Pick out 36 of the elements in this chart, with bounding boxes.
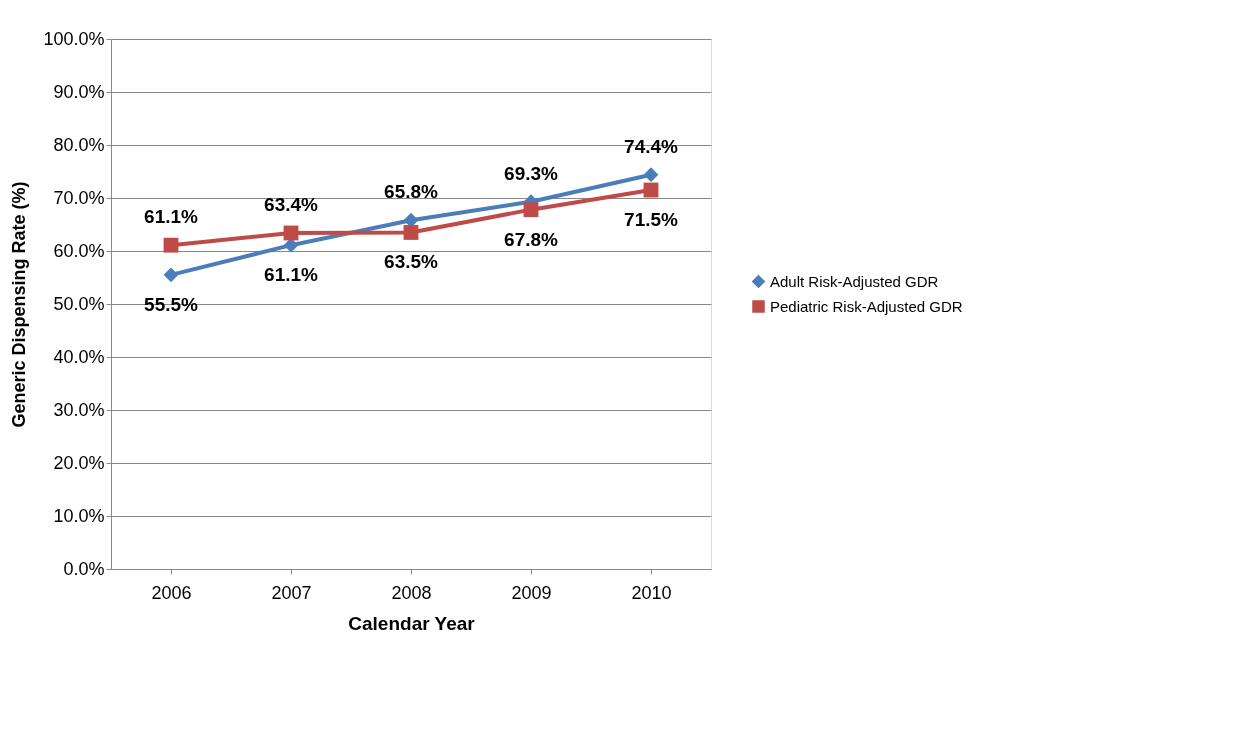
data-label: 65.8% (384, 181, 439, 203)
data-label: 74.4% (624, 135, 679, 157)
y-tick-label: 50.0% (53, 293, 105, 314)
y-tick-label: 80.0% (53, 134, 105, 155)
point (163, 267, 179, 283)
point (643, 167, 659, 183)
y-tick-label: 10.0% (53, 505, 105, 526)
legend-label: Adult Risk-Adjusted GDR (770, 272, 939, 290)
y-tick-label: 20.0% (53, 452, 105, 473)
x-tick-label: 2007 (271, 582, 312, 603)
y-tick-label: 100.0% (43, 28, 105, 49)
legend-label: Pediatric Risk-Adjusted GDR (770, 297, 963, 315)
y-tick-label: 30.0% (53, 399, 105, 420)
data-label: 71.5% (624, 209, 679, 231)
y-tick-label: 90.0% (53, 81, 105, 102)
x-axis-title: Calendar Year (348, 612, 476, 634)
x-tick-label: 2009 (511, 582, 552, 603)
x-tick-label: 2006 (151, 582, 192, 603)
data-label: 61.1% (144, 206, 199, 228)
y-tick-label: 60.0% (53, 240, 105, 261)
x-tick-label: 2010 (631, 582, 672, 603)
point (403, 225, 419, 240)
y-tick-label: 40.0% (53, 346, 105, 367)
point (163, 237, 179, 253)
data-label: 55.5% (144, 293, 199, 315)
data-label: 67.8% (504, 228, 559, 250)
data-label: 69.3% (504, 162, 559, 184)
y-tick-label: 70.0% (53, 187, 105, 208)
data-label: 61.1% (264, 264, 319, 286)
data-label: 63.4% (264, 193, 319, 215)
point (523, 202, 539, 218)
point (403, 212, 419, 228)
y-axis-title: Generic Dispensing Rate (%) (9, 181, 30, 428)
y-tick-label: 0.0% (63, 558, 105, 579)
data-label: 63.5% (384, 251, 439, 273)
x-tick-label: 2008 (391, 582, 432, 603)
